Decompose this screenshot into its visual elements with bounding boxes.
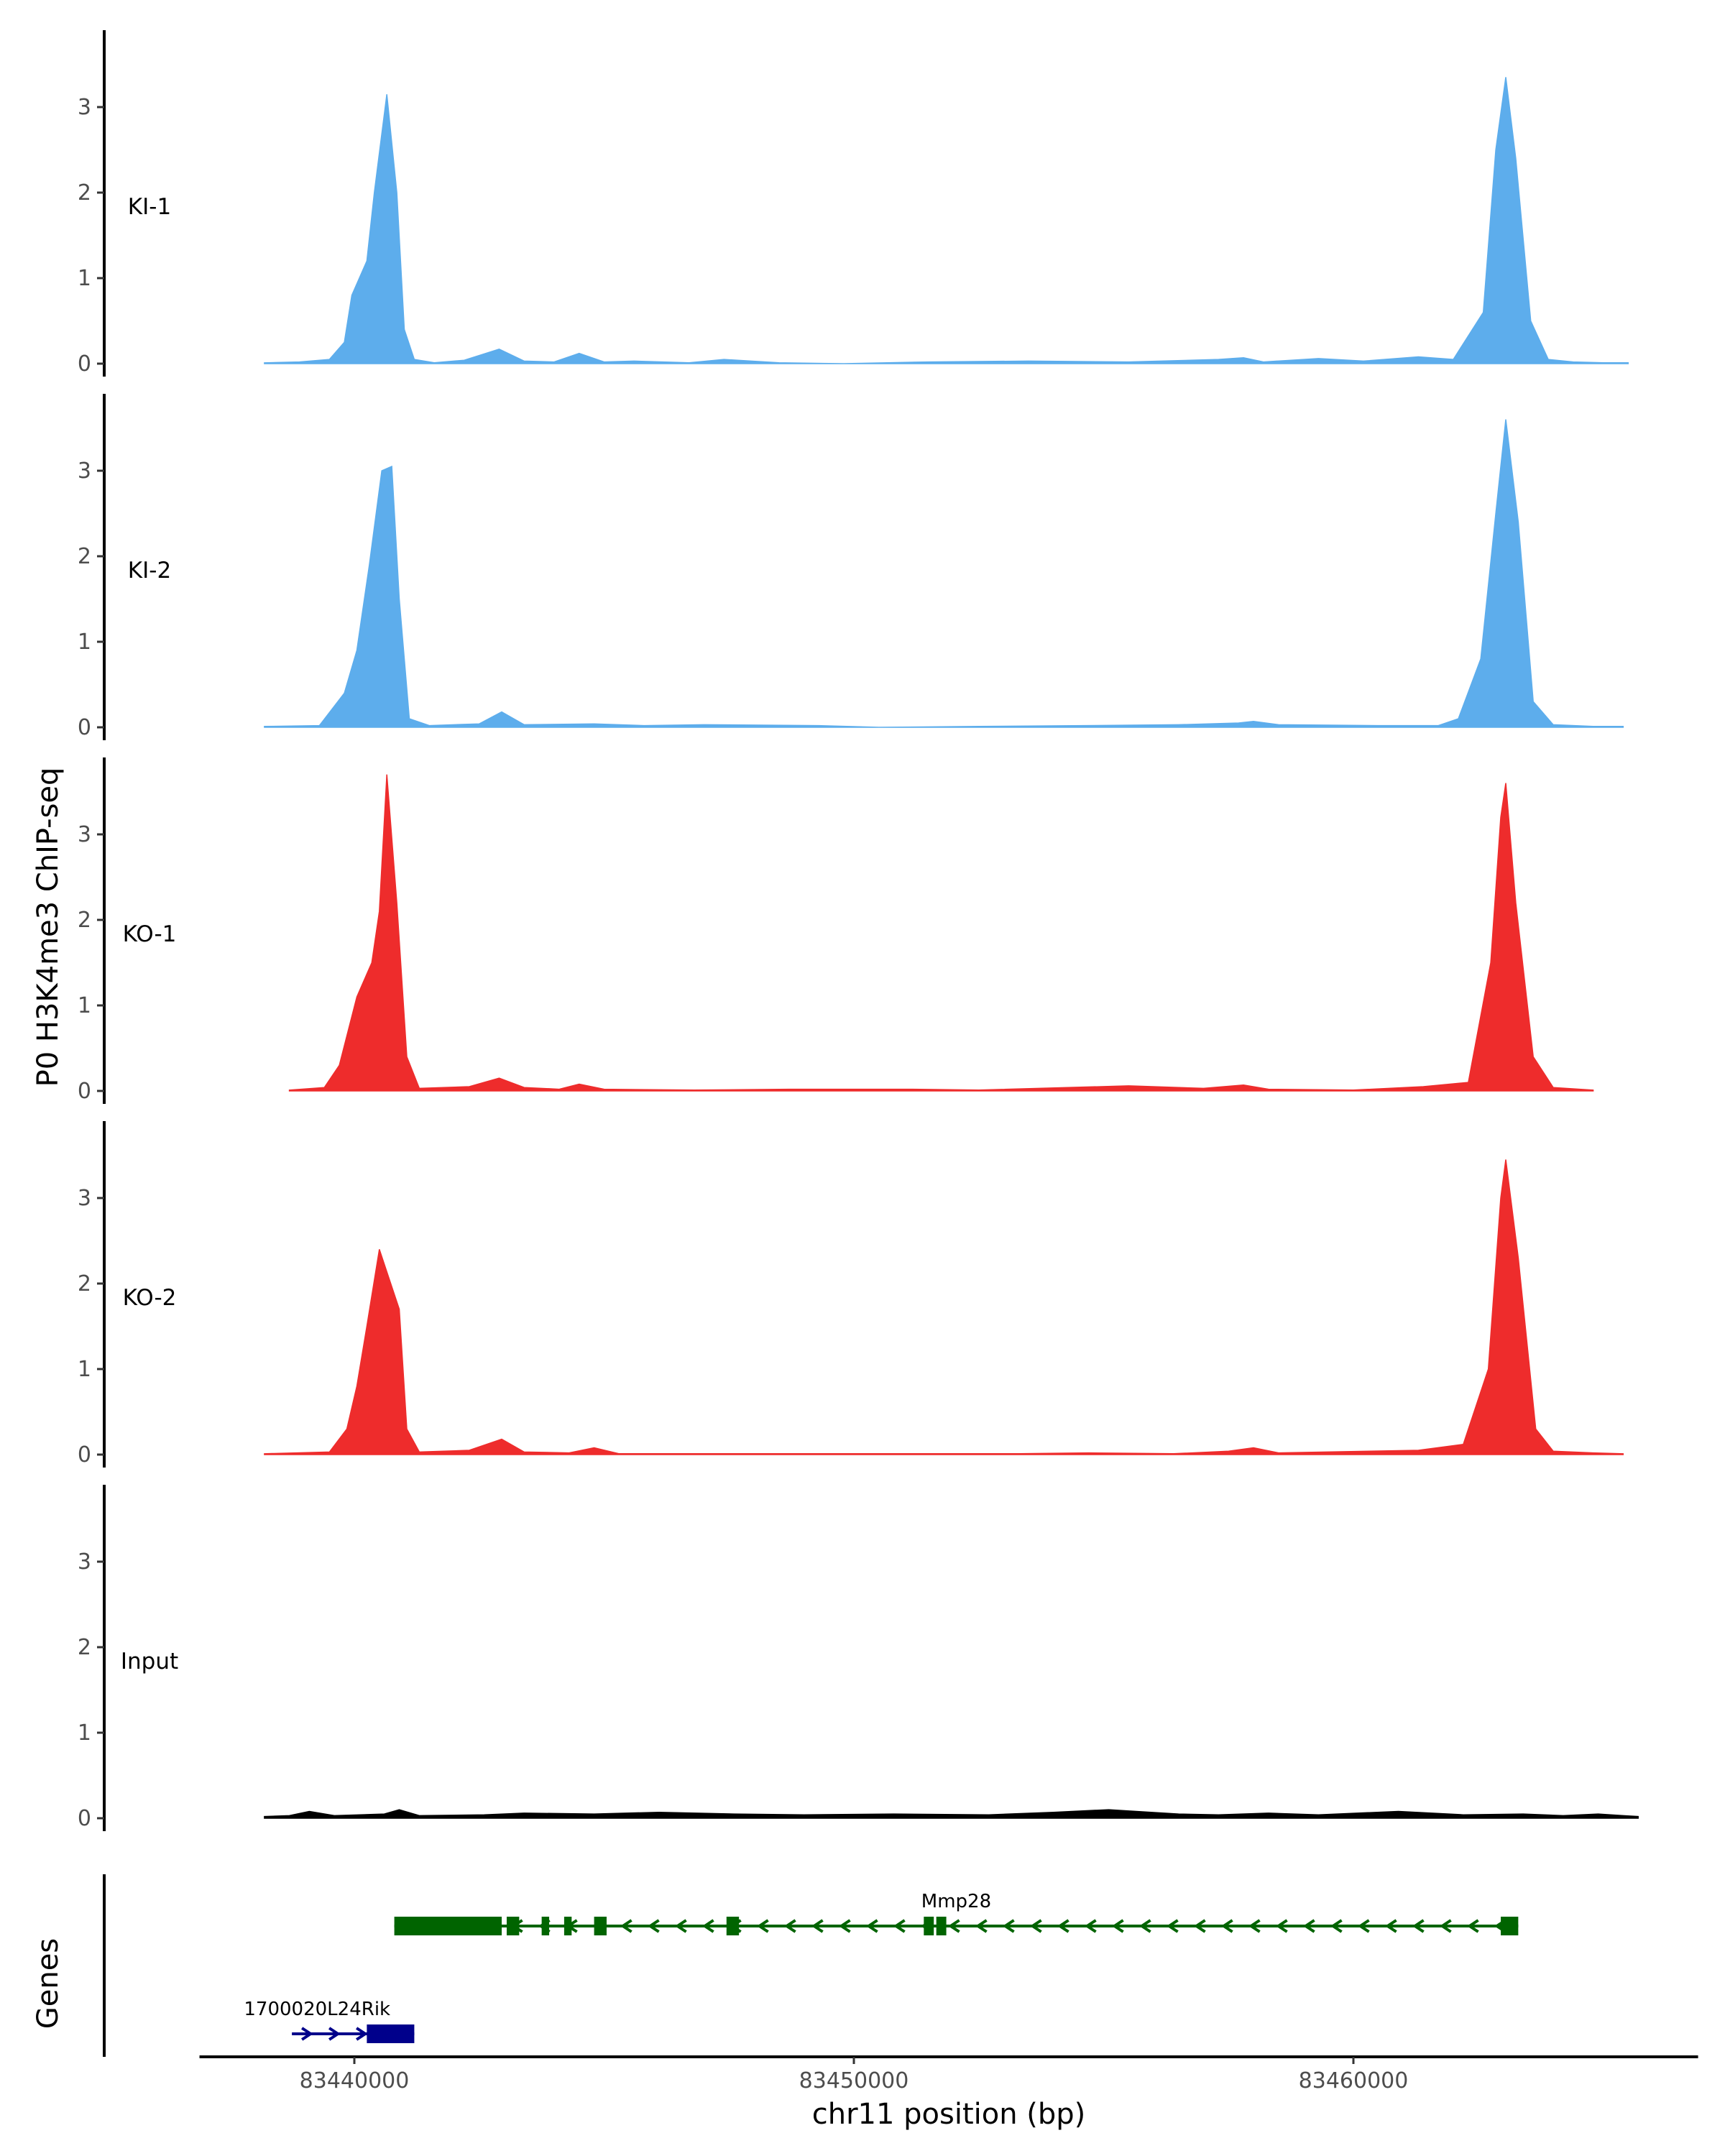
y-tick-label: 2 (78, 180, 91, 206)
strand-arrow-icon (1220, 1919, 1233, 1933)
strand-arrow-icon (975, 1919, 988, 1933)
y-tick-label: 3 (78, 1549, 91, 1575)
gene-name-label: Mmp28 (921, 1891, 991, 1912)
x-tick-label: 83440000 (300, 2068, 410, 2093)
x-tick-label: 83450000 (799, 2068, 909, 2093)
y-tick-label: 2 (78, 1271, 91, 1296)
track-ko-2: 0 1 2 3 KO-2 (78, 1121, 1624, 1468)
y-tick-label: 1 (78, 993, 91, 1018)
coverage-tracks: 0 1 2 3 KI-1 0 1 2 3 KI-2 0 1 2 3 KO-1 0 1 2 3 KO-2 0 1 2 3 Inpu… (78, 30, 1639, 1831)
y-tick-label: 0 (78, 351, 91, 377)
y-tick-label: 1 (78, 1357, 91, 1382)
strand-arrow-icon (811, 1919, 824, 1933)
strand-arrow-icon (328, 2027, 341, 2041)
strand-arrow-icon (301, 2027, 313, 2041)
coverage-area (264, 419, 1624, 728)
strand-arrow-icon (1275, 1919, 1288, 1933)
y-tick-label: 2 (78, 544, 91, 569)
strand-arrow-icon (620, 1919, 632, 1933)
y-tick-label: 0 (78, 1806, 91, 1831)
y-tick-label: 0 (78, 715, 91, 740)
exon-block (1501, 1917, 1519, 1935)
exon-block (506, 1917, 520, 1935)
coverage-area (288, 774, 1594, 1092)
strand-arrow-icon (356, 2027, 368, 2041)
genes-panel: Mmp28 1700020L24Rik (103, 1874, 1519, 2057)
x-tick-label: 83460000 (1299, 2068, 1409, 2093)
track-label: KO-2 (123, 1285, 177, 1311)
strand-arrow-icon (756, 1919, 769, 1933)
track-label: KI-2 (128, 558, 171, 584)
exon-block (594, 1917, 607, 1935)
track-ki-1: 0 1 2 3 KI-1 (78, 30, 1629, 377)
strand-arrow-icon (1357, 1919, 1370, 1933)
strand-arrow-icon (1029, 1919, 1042, 1933)
strand-arrow-icon (1193, 1919, 1206, 1933)
track-label: KI-1 (128, 194, 171, 220)
y-tick-label: 2 (78, 908, 91, 933)
strand-arrow-icon (1302, 1919, 1315, 1933)
exon-block (394, 1917, 502, 1935)
exon-block (367, 2024, 415, 2043)
strand-arrow-icon (1111, 1919, 1124, 1933)
strand-arrow-icon (947, 1919, 960, 1933)
track-input: 0 1 2 3 Input (78, 1485, 1639, 1831)
strand-arrow-icon (1138, 1919, 1151, 1933)
strand-arrow-icon (674, 1919, 687, 1933)
exon-block (564, 1917, 572, 1935)
strand-arrow-icon (1248, 1919, 1261, 1933)
track-label: Input (121, 1649, 178, 1674)
genes-track-label: Genes (32, 1938, 65, 2029)
y-tick-label: 3 (78, 822, 91, 847)
coverage-area (264, 77, 1629, 364)
strand-arrow-icon (1466, 1919, 1479, 1933)
x-axis-title: chr11 position (bp) (812, 2098, 1086, 2131)
strand-arrow-icon (1412, 1919, 1425, 1933)
strand-arrow-icon (783, 1919, 796, 1933)
strand-arrow-icon (647, 1919, 660, 1933)
y-tick-label: 3 (78, 95, 91, 120)
y-tick-label: 3 (78, 459, 91, 484)
track-label: KO-1 (123, 921, 177, 947)
track-ko-1: 0 1 2 3 KO-1 (78, 757, 1594, 1104)
strand-arrow-icon (1384, 1919, 1397, 1933)
y-tick-label: 0 (78, 1442, 91, 1468)
y-tick-label: 1 (78, 630, 91, 655)
strand-arrow-icon (1057, 1919, 1070, 1933)
strand-arrow-icon (1084, 1919, 1097, 1933)
y-axis-title: P0 H3K4me3 ChIP-seq (32, 768, 65, 1087)
exon-block (541, 1917, 550, 1935)
strand-arrow-icon (893, 1919, 906, 1933)
x-axis: 83440000 83450000 83460000 (199, 2055, 1698, 2093)
strand-arrow-icon (838, 1919, 851, 1933)
gene-1700020l24rik: 1700020L24Rik (244, 1999, 415, 2043)
coverage-area (264, 1809, 1639, 1819)
strand-arrow-icon (1166, 1919, 1179, 1933)
strand-arrow-icon (1330, 1919, 1343, 1933)
strand-arrow-icon (1439, 1919, 1452, 1933)
y-tick-label: 1 (78, 266, 91, 291)
exon-block (726, 1917, 740, 1935)
exon-block (936, 1917, 947, 1935)
y-tick-label: 3 (78, 1186, 91, 1211)
strand-arrow-icon (702, 1919, 714, 1933)
coverage-area (264, 1159, 1624, 1455)
track-ki-2: 0 1 2 3 KI-2 (78, 394, 1624, 740)
y-tick-label: 2 (78, 1635, 91, 1660)
y-tick-label: 1 (78, 1720, 91, 1746)
exon-block (924, 1917, 934, 1935)
gene-name-label: 1700020L24Rik (244, 1999, 390, 2020)
strand-arrow-icon (1002, 1919, 1015, 1933)
gene-mmp28: Mmp28 (394, 1891, 1519, 1935)
y-tick-label: 0 (78, 1079, 91, 1104)
strand-arrow-icon (865, 1919, 878, 1933)
